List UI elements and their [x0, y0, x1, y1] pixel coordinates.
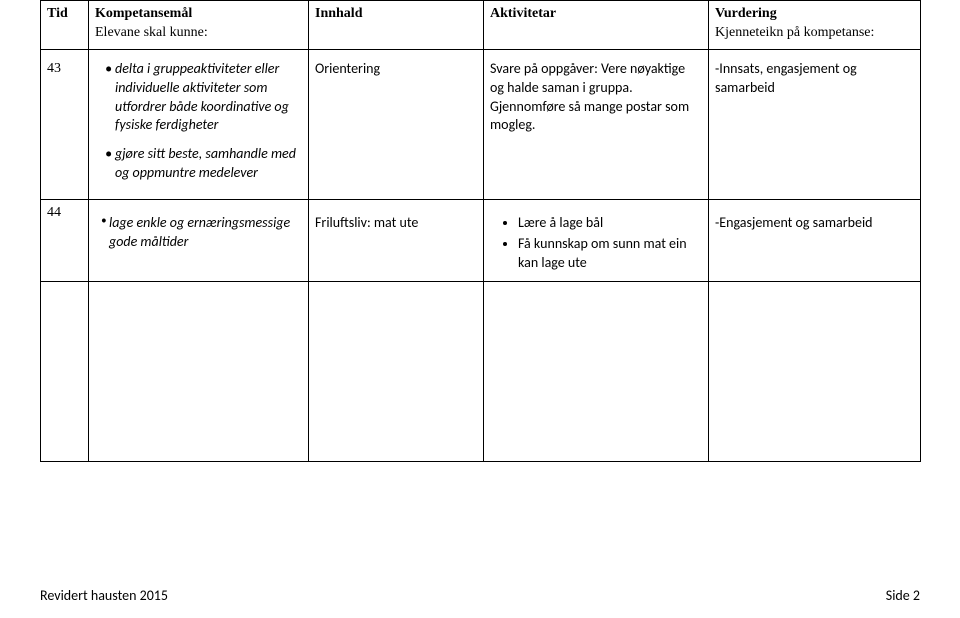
- aktivitetar-text: Svare på oppgåver: Vere nøyaktige og hal…: [490, 60, 689, 134]
- goal-list: delta i gruppeaktiviteter eller individu…: [95, 60, 302, 183]
- th-komp-sub: Elevane skal kunne:: [95, 25, 208, 40]
- th-aktivitetar: Aktivitetar: [484, 1, 709, 50]
- goal-list: lage enkle og ernæringsmessige gode målt…: [95, 214, 302, 252]
- cell-vurdering: -Engasjement og samarbeid: [709, 200, 921, 282]
- vurdering-text: -Engasjement og samarbeid: [715, 214, 873, 231]
- table-header-row: Tid Kompetansemål Elevane skal kunne: In…: [41, 1, 921, 50]
- footer-right: Side 2: [886, 587, 920, 604]
- cell-aktivitetar: Svare på oppgåver: Vere nøyaktige og hal…: [484, 49, 709, 199]
- goal-item: lage enkle og ernæringsmessige gode målt…: [101, 214, 302, 252]
- th-tid: Tid: [41, 1, 89, 50]
- page-footer: Revidert hausten 2015 Side 2: [40, 587, 920, 604]
- innhald-text: Friluftsliv: mat ute: [315, 214, 418, 231]
- cell-kompetansemaal: delta i gruppeaktiviteter eller individu…: [89, 49, 309, 199]
- cell-aktivitetar: Lære å lage bål Få kunnskap om sunn mat …: [484, 200, 709, 282]
- table-row-spacer: [41, 281, 921, 461]
- vurdering-text: -Innsats, engasjement og samarbeid: [715, 60, 857, 96]
- tid-value: 44: [47, 205, 61, 220]
- aktivitetar-list: Lære å lage bål Få kunnskap om sunn mat …: [490, 214, 702, 273]
- th-tid-label: Tid: [47, 6, 68, 21]
- th-kompetansemaal: Kompetansemål Elevane skal kunne:: [89, 1, 309, 50]
- goal-item: gjøre sitt beste, samhandle med og oppmu…: [105, 145, 302, 183]
- cell-kompetansemaal: lage enkle og ernæringsmessige gode målt…: [89, 200, 309, 282]
- cell-tid: 44: [41, 200, 89, 282]
- table-row: 43 delta i gruppeaktiviteter eller indiv…: [41, 49, 921, 199]
- th-innhald-label: Innhald: [315, 6, 362, 21]
- page: Tid Kompetansemål Elevane skal kunne: In…: [0, 0, 960, 618]
- footer-left: Revidert hausten 2015: [40, 587, 168, 604]
- cell-tid: 43: [41, 49, 89, 199]
- th-komp-label: Kompetansemål: [95, 6, 192, 21]
- innhald-text: Orientering: [315, 60, 380, 77]
- th-akt-label: Aktivitetar: [490, 6, 556, 21]
- th-vurdering: Vurdering Kjenneteikn på kompetanse:: [709, 1, 921, 50]
- goal-item: delta i gruppeaktiviteter eller individu…: [105, 60, 302, 136]
- plan-table: Tid Kompetansemål Elevane skal kunne: In…: [40, 0, 921, 462]
- aktivitetar-item: Lære å lage bål: [518, 214, 702, 233]
- table-row: 44 lage enkle og ernæringsmessige gode m…: [41, 200, 921, 282]
- th-vurd-sub: Kjenneteikn på kompetanse:: [715, 25, 874, 40]
- th-innhald: Innhald: [309, 1, 484, 50]
- cell-innhald: Friluftsliv: mat ute: [309, 200, 484, 282]
- aktivitetar-item: Få kunnskap om sunn mat ein kan lage ute: [518, 235, 702, 273]
- cell-vurdering: -Innsats, engasjement og samarbeid: [709, 49, 921, 199]
- tid-value: 43: [47, 61, 61, 76]
- cell-innhald: Orientering: [309, 49, 484, 199]
- th-vurd-label: Vurdering: [715, 6, 777, 21]
